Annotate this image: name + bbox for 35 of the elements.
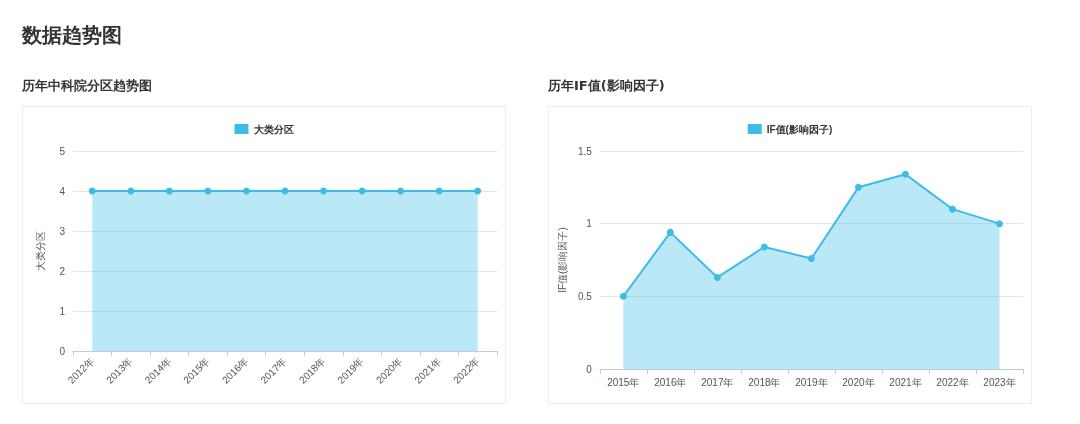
point — [713, 273, 721, 281]
point — [996, 220, 1003, 228]
y-tick-label: 5 — [59, 145, 66, 157]
y-tick-label: 0.5 — [577, 290, 593, 302]
y-tick-label: 1.5 — [577, 145, 593, 157]
x-tick-label: 2018年 — [748, 376, 781, 388]
point — [901, 170, 909, 178]
text: 数据趋势图 — [22, 22, 122, 49]
point — [666, 228, 674, 236]
x-tick-label: 2019年 — [795, 376, 828, 388]
point — [619, 292, 627, 300]
y-tick-label: 2 — [59, 265, 66, 277]
legend-label: IF值(影响因子) — [766, 123, 833, 135]
x-tick-label: 2021年 — [889, 376, 922, 388]
y-tick-label: 1 — [59, 305, 66, 317]
y-axis-title: 大类分区 — [34, 231, 46, 271]
point — [854, 183, 862, 191]
legend-label: 大类分区 — [252, 123, 294, 135]
x-tick-label: 2017年 — [701, 376, 734, 388]
point — [948, 205, 956, 213]
y-axis-title: IF值(影响因子) — [556, 227, 568, 293]
x-tick-label: 2016年 — [654, 376, 687, 388]
y-tick-label: 3 — [59, 225, 66, 237]
chart-title: 历年中科院分区趋势图 — [22, 77, 152, 95]
x-tick-label: 2022年 — [936, 376, 969, 388]
chart-title: 历年IF值(影响因子) — [548, 77, 665, 95]
y-tick-label: 4 — [59, 185, 66, 197]
point — [807, 255, 815, 263]
y-tick-label: 0 — [59, 345, 66, 357]
y-tick-label: 1 — [586, 218, 593, 230]
y-tick-label: 0 — [586, 363, 593, 375]
x-tick-label: 2020年 — [842, 376, 875, 388]
x-tick-label: 2015年 — [607, 376, 640, 388]
x-tick-label: 2023年 — [983, 376, 1016, 388]
point — [760, 243, 768, 251]
